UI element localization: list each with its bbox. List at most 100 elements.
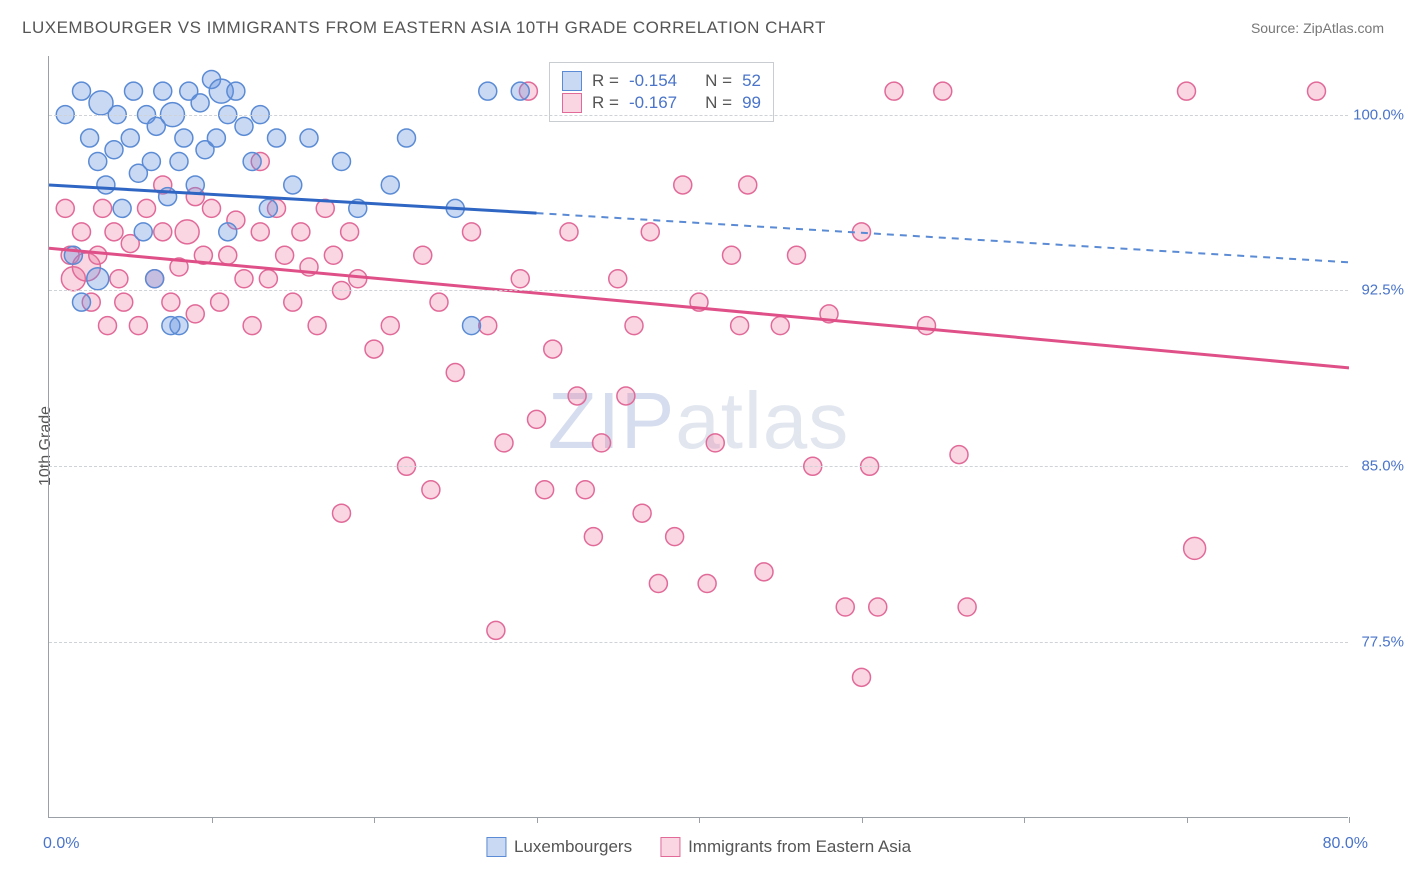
data-point xyxy=(950,446,968,464)
data-point xyxy=(381,317,399,335)
data-point xyxy=(918,317,936,335)
data-point xyxy=(162,317,180,335)
data-point xyxy=(609,270,627,288)
data-point xyxy=(110,270,128,288)
x-axis-left-label: 0.0% xyxy=(43,835,79,853)
data-point xyxy=(853,668,871,686)
data-point xyxy=(446,364,464,382)
data-point xyxy=(87,268,109,290)
data-point xyxy=(154,82,172,100)
y-tick-label: 100.0% xyxy=(1353,106,1404,123)
data-point xyxy=(414,246,432,264)
legend-correlation: R = -0.154 N = 52 R = -0.167 N = 99 xyxy=(549,62,774,122)
data-point xyxy=(292,223,310,241)
data-point xyxy=(203,199,221,217)
data-point xyxy=(666,528,684,546)
data-point xyxy=(300,129,318,147)
data-point xyxy=(259,199,277,217)
data-point xyxy=(430,293,448,311)
data-point xyxy=(284,176,302,194)
data-point xyxy=(73,293,91,311)
data-point xyxy=(731,317,749,335)
x-tick xyxy=(862,817,863,823)
data-point xyxy=(259,270,277,288)
data-point xyxy=(105,141,123,159)
legend-label-blue: Luxembourgers xyxy=(514,837,632,857)
svg-layer xyxy=(49,56,1349,818)
data-point xyxy=(129,317,147,335)
n-value-blue: 52 xyxy=(742,71,761,91)
data-point xyxy=(487,621,505,639)
x-tick xyxy=(699,817,700,823)
data-point xyxy=(162,293,180,311)
data-point xyxy=(81,129,99,147)
data-point xyxy=(479,317,497,335)
source-link[interactable]: ZipAtlas.com xyxy=(1303,20,1384,36)
n-label-pink: N = xyxy=(705,93,732,113)
data-point xyxy=(723,246,741,264)
data-point xyxy=(649,575,667,593)
data-point xyxy=(191,94,209,112)
data-point xyxy=(511,270,529,288)
data-point xyxy=(755,563,773,581)
x-tick xyxy=(1349,817,1350,823)
source-prefix: Source: xyxy=(1251,20,1303,36)
legend-series: Luxembourgers Immigrants from Eastern As… xyxy=(486,837,911,857)
regression-line xyxy=(537,213,1350,262)
data-point xyxy=(56,199,74,217)
data-point xyxy=(576,481,594,499)
r-label-pink: R = xyxy=(592,93,619,113)
n-label-blue: N = xyxy=(705,71,732,91)
data-point xyxy=(885,82,903,100)
data-point xyxy=(788,246,806,264)
data-point xyxy=(251,223,269,241)
data-point xyxy=(771,317,789,335)
data-point xyxy=(698,575,716,593)
gridline xyxy=(49,290,1348,291)
data-point xyxy=(243,317,261,335)
x-tick xyxy=(1187,817,1188,823)
data-point xyxy=(568,387,586,405)
header-row: LUXEMBOURGER VS IMMIGRANTS FROM EASTERN … xyxy=(22,18,1384,38)
swatch-blue-bottom xyxy=(486,837,506,857)
legend-item-pink: Immigrants from Eastern Asia xyxy=(660,837,911,857)
y-tick-label: 92.5% xyxy=(1361,282,1404,299)
data-point xyxy=(958,598,976,616)
data-point xyxy=(560,223,578,241)
n-value-pink: 99 xyxy=(742,93,761,113)
data-point xyxy=(934,82,952,100)
data-point xyxy=(146,270,164,288)
data-point xyxy=(89,246,107,264)
swatch-blue xyxy=(562,71,582,91)
data-point xyxy=(479,82,497,100)
data-point xyxy=(308,317,326,335)
gridline xyxy=(49,642,1348,643)
data-point xyxy=(73,223,91,241)
legend-row-pink: R = -0.167 N = 99 xyxy=(562,93,761,113)
swatch-pink-bottom xyxy=(660,837,680,857)
data-point xyxy=(138,199,156,217)
data-point xyxy=(115,293,133,311)
r-value-pink: -0.167 xyxy=(629,93,677,113)
data-point xyxy=(170,153,188,171)
data-point xyxy=(175,220,199,244)
data-point xyxy=(365,340,383,358)
data-point xyxy=(463,223,481,241)
data-point xyxy=(105,223,123,241)
data-point xyxy=(528,410,546,428)
x-tick xyxy=(374,817,375,823)
legend-row-blue: R = -0.154 N = 52 xyxy=(562,71,761,91)
chart-title: LUXEMBOURGER VS IMMIGRANTS FROM EASTERN … xyxy=(22,18,826,38)
data-point xyxy=(869,598,887,616)
data-point xyxy=(219,246,237,264)
data-point xyxy=(1178,82,1196,100)
data-point xyxy=(625,317,643,335)
y-tick-label: 85.0% xyxy=(1361,458,1404,475)
data-point xyxy=(207,129,225,147)
data-point xyxy=(617,387,635,405)
data-point xyxy=(219,223,237,241)
data-point xyxy=(134,223,152,241)
data-point xyxy=(674,176,692,194)
data-point xyxy=(175,129,193,147)
data-point xyxy=(584,528,602,546)
